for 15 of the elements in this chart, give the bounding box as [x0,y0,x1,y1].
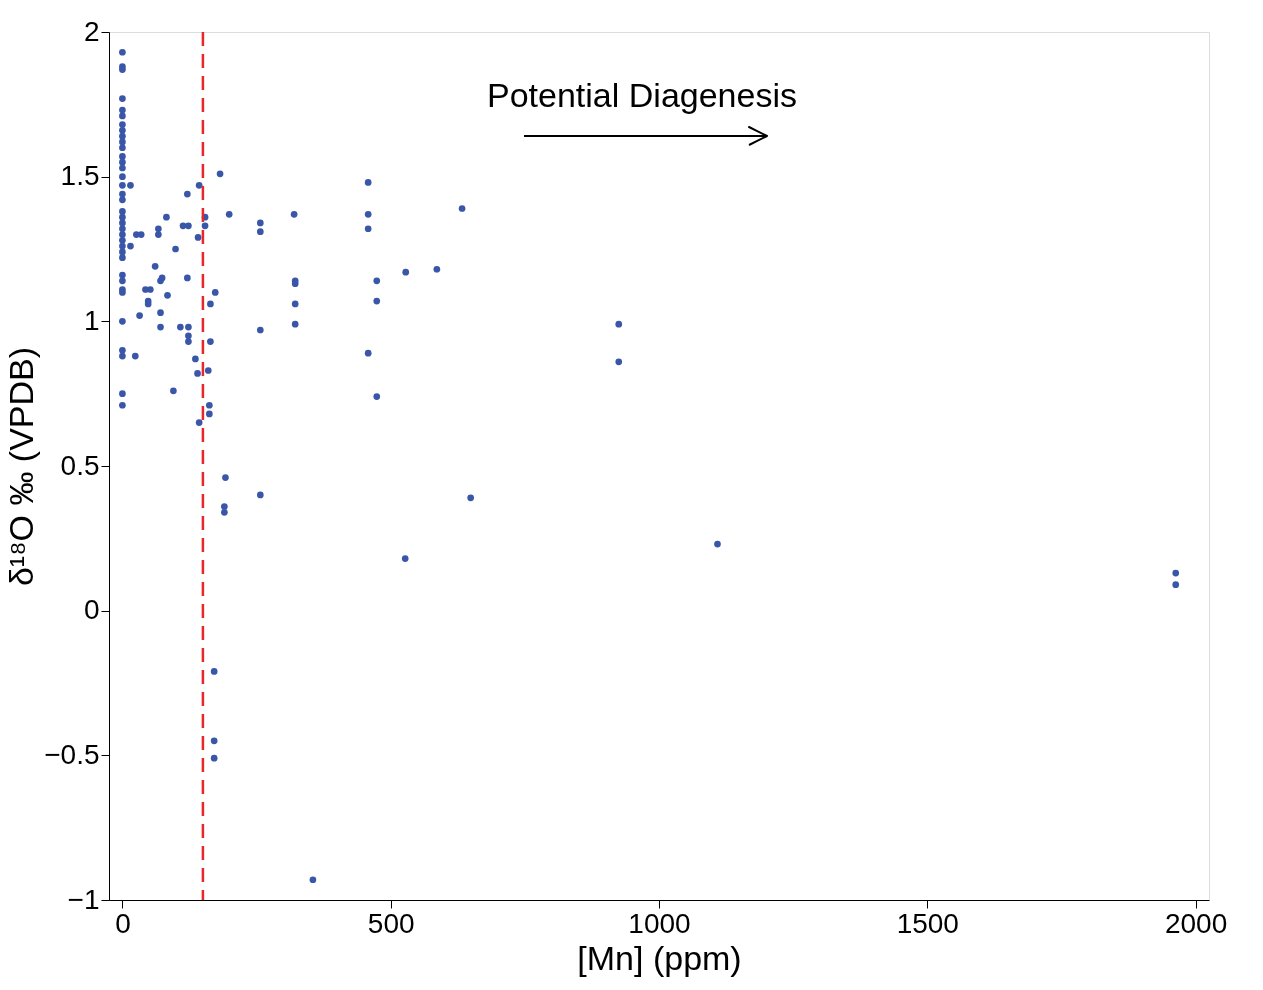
x-tick-label: 1000 [628,907,691,939]
x-tick-label: 0 [115,907,131,939]
x-axis-title: [Mn] (ppm) [577,938,742,977]
annotation: Potential Diagenesis [487,76,797,114]
x-tick-label: 1500 [896,907,959,939]
y-tick-label: 0 [83,594,100,626]
y-tick-label: 1.5 [60,160,100,192]
y-tick-label: −0.5 [44,738,100,770]
y-tick-label: 1 [83,304,100,336]
y-tick-label: 0.5 [60,449,100,481]
y-axis-title: δ¹⁸O ‰ (VPDB) [2,346,41,587]
x-tick-label: 2000 [1164,907,1228,939]
x-tick-label: 500 [367,907,415,939]
y-tick-label: −1 [67,883,100,915]
y-tick-label: 2 [83,15,100,47]
